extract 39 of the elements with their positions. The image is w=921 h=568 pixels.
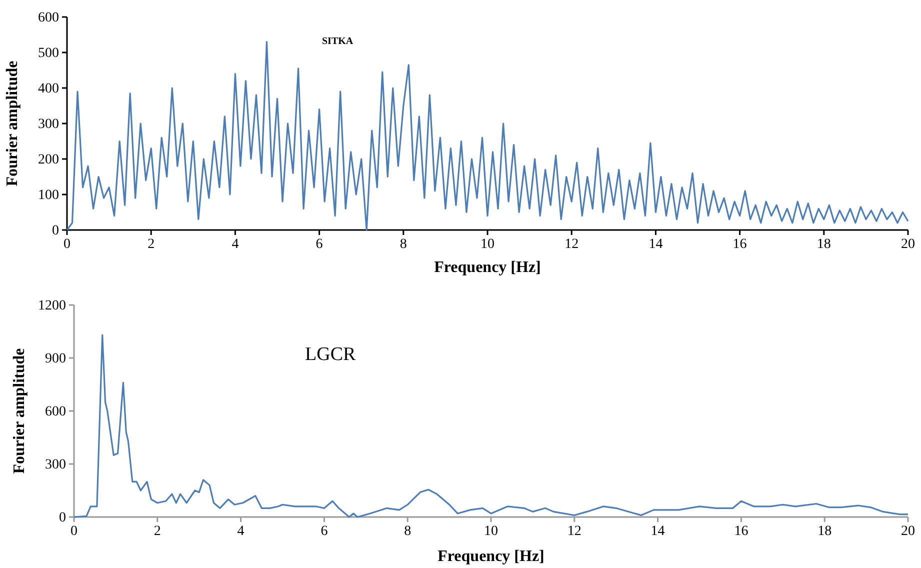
x-tick-label: 14 [648,236,663,252]
x-tick-label: 16 [732,236,747,252]
y-tick-label: 300 [38,116,59,132]
x-tick-label: 16 [734,524,748,539]
x-tick-label: 8 [400,236,407,252]
y-tick-label: 300 [45,457,66,472]
x-tick-label: 6 [316,236,323,252]
x-tick-label: 8 [404,524,412,539]
x-tick-label: 18 [816,236,831,252]
x-tick-label: 0 [70,524,78,539]
x-tick-label: 14 [650,524,665,539]
y-tick-label: 1200 [38,298,66,314]
annotation: LGCR [305,344,356,365]
x-tick-label: 2 [148,236,155,252]
x-axis-title: Frequency [Hz] [434,259,541,276]
y-tick-label: 0 [59,510,66,526]
x-tick-label: 10 [484,524,498,539]
x-axis-title: Frequency [Hz] [438,548,544,565]
x-tick-label: 6 [320,524,328,539]
y-tick-label: 100 [38,188,59,203]
y-axis-title: Fourier amplitude [4,60,21,186]
y-tick-label: 500 [38,46,59,61]
y-axis-title: Fourier amplitude [11,348,28,474]
y-tick-label: 600 [38,10,59,26]
x-tick-label: 10 [480,236,494,252]
y-tick-label: 900 [45,351,66,366]
y-tick-label: 200 [38,152,59,168]
y-tick-label: 600 [45,404,66,420]
x-tick-label: 12 [564,236,579,252]
x-tick-label: 4 [237,524,244,539]
x-tick-label: 2 [154,524,161,539]
y-tick-label: 400 [38,81,59,96]
annotation: SITKA [322,36,354,47]
x-tick-label: 4 [232,236,239,252]
x-tick-label: 20 [901,236,915,252]
y-tick-label: 0 [52,223,59,238]
x-tick-label: 20 [901,524,915,539]
x-tick-label: 12 [567,524,582,539]
x-tick-label: 18 [818,524,832,539]
